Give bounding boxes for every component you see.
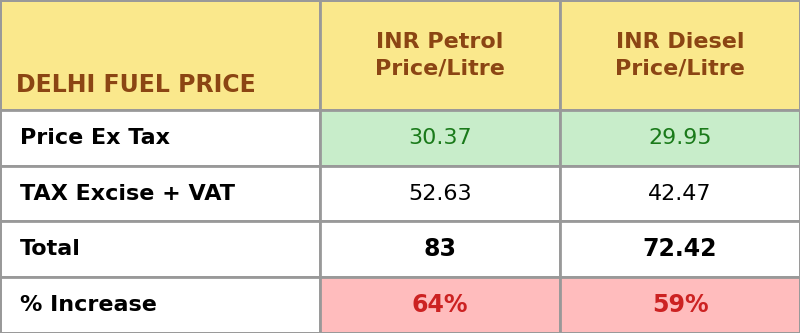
- Text: 29.95: 29.95: [648, 128, 712, 148]
- Text: 42.47: 42.47: [648, 183, 712, 203]
- Text: DELHI FUEL PRICE: DELHI FUEL PRICE: [16, 73, 256, 97]
- Bar: [0, 0, 320, 110]
- Bar: [560, 110, 800, 166]
- Text: 72.42: 72.42: [642, 237, 718, 261]
- Bar: [320, 0, 560, 110]
- Bar: [0, 110, 320, 166]
- Bar: [320, 277, 560, 333]
- Text: Total: Total: [20, 239, 81, 259]
- Bar: [0, 221, 320, 277]
- Text: TAX Excise + VAT: TAX Excise + VAT: [20, 183, 235, 203]
- Bar: [560, 221, 800, 277]
- Text: 30.37: 30.37: [408, 128, 472, 148]
- Text: % Increase: % Increase: [20, 295, 157, 315]
- Bar: [560, 166, 800, 221]
- Bar: [560, 0, 800, 110]
- Text: 83: 83: [423, 237, 457, 261]
- Bar: [0, 277, 320, 333]
- Bar: [0, 166, 320, 221]
- Text: 52.63: 52.63: [408, 183, 472, 203]
- Bar: [320, 221, 560, 277]
- Text: 64%: 64%: [412, 293, 468, 317]
- Text: INR Petrol
Price/Litre: INR Petrol Price/Litre: [375, 32, 505, 78]
- Bar: [320, 110, 560, 166]
- Text: 59%: 59%: [652, 293, 708, 317]
- Text: Price Ex Tax: Price Ex Tax: [20, 128, 170, 148]
- Bar: [320, 166, 560, 221]
- Text: INR Diesel
Price/Litre: INR Diesel Price/Litre: [615, 32, 745, 78]
- Bar: [560, 277, 800, 333]
